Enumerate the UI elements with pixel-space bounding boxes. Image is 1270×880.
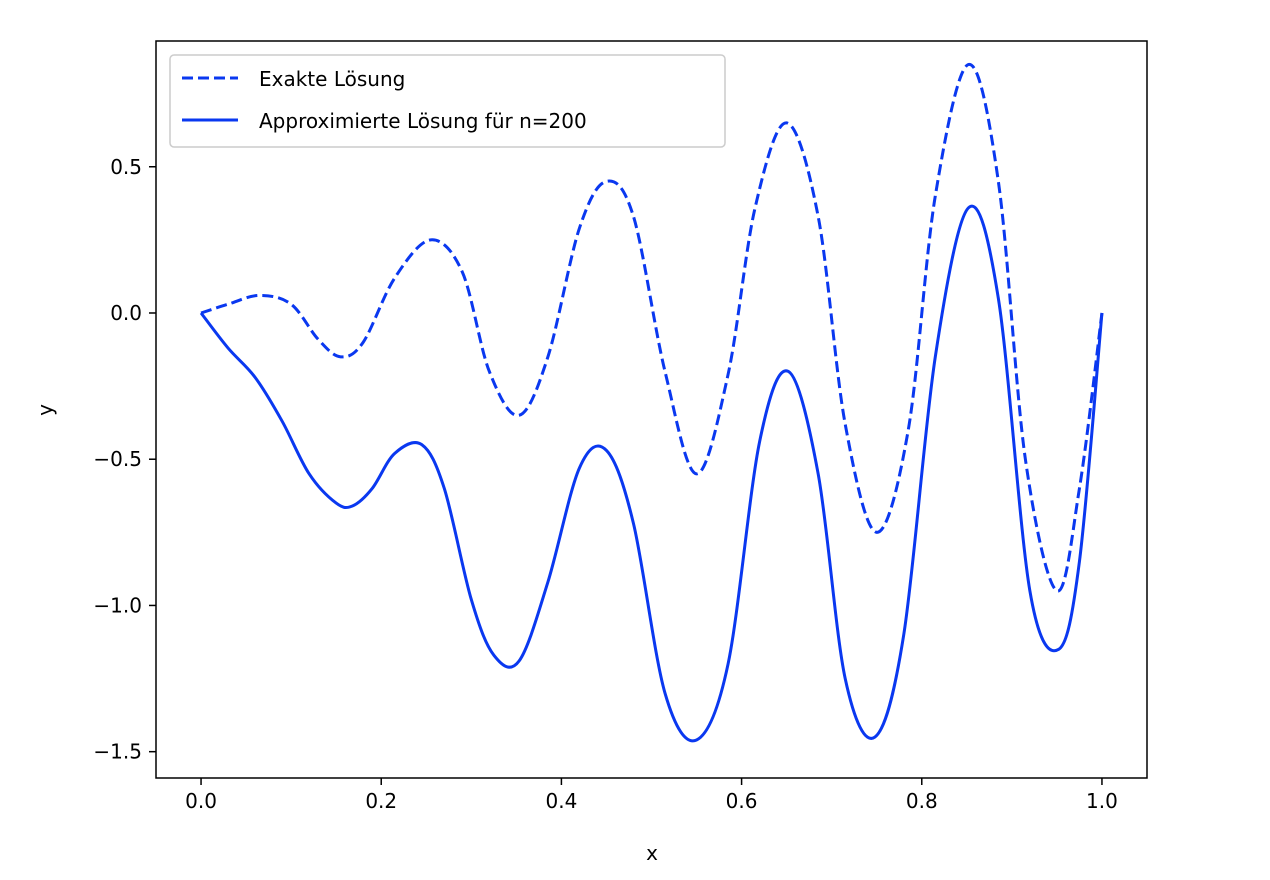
y-tick-label: −0.5 [93, 447, 142, 471]
legend-label-exact-solution: Exakte Lösung [259, 67, 405, 91]
x-tick-label: 0.8 [906, 789, 938, 813]
x-tick-label: 0.6 [726, 789, 758, 813]
y-tick-label: −1.0 [93, 593, 142, 617]
y-tick-label: 0.5 [110, 155, 142, 179]
legend-box [169, 54, 726, 148]
x-axis: 0.0 0.2 0.4 0.6 0.8 1.0 [185, 778, 1118, 813]
x-axis-label: x [646, 841, 658, 865]
series-line-approximated-solution [199, 204, 1104, 743]
y-tick-label: −1.5 [93, 740, 142, 764]
y-tick-label: 0.0 [110, 301, 142, 325]
x-tick-label: 1.0 [1086, 789, 1118, 813]
legend-label-approximated-solution: Approximierte Lösung für n=200 [259, 109, 587, 133]
y-axis-label: y [33, 404, 57, 416]
x-tick-label: 0.2 [365, 789, 397, 813]
y-axis: 0.5 0.0 −0.5 −1.0 −1.5 [93, 155, 156, 764]
plot-area-frame [155, 40, 1148, 779]
x-tick-label: 0.0 [185, 789, 217, 813]
series-layer [199, 62, 1104, 743]
x-tick-label: 0.4 [546, 789, 578, 813]
series-line-exact-solution [200, 62, 1104, 593]
legend: Exakte Lösung Approximierte Lösung für n… [169, 54, 726, 148]
